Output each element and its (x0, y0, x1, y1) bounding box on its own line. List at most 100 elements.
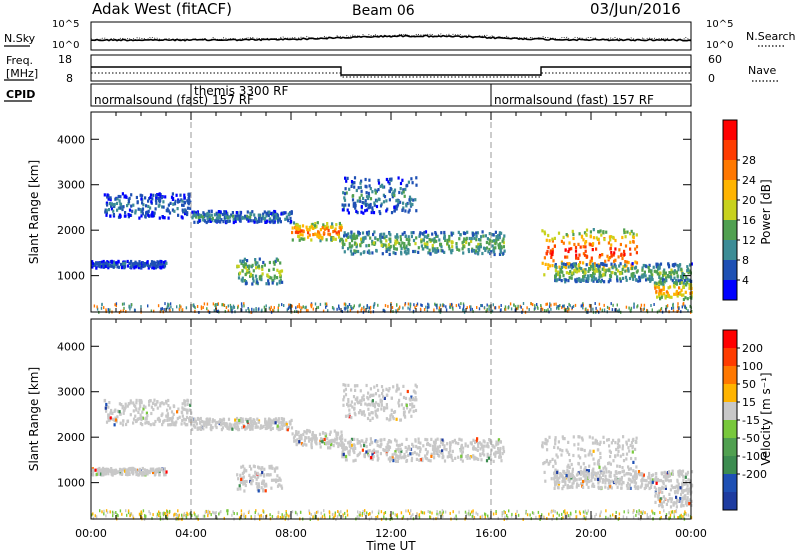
colorbar-tick-6: -100 (742, 450, 767, 463)
time-axis-label: Time UT (365, 539, 416, 553)
power-band-9 (341, 176, 418, 216)
ytick-label-2: 3000 (57, 386, 85, 399)
velocity-band-9 (342, 383, 418, 422)
power-band-3 (341, 230, 506, 257)
power-colorbar-label: Power [dB] (759, 179, 773, 244)
colorbar-tick-7: -200 (742, 468, 767, 481)
noise-left-tick-bottom: 10^0 (52, 40, 79, 51)
nsky-trace (91, 34, 692, 42)
velocity-band-5 (236, 464, 284, 493)
power-band-1 (191, 209, 293, 225)
power-band-0 (103, 192, 192, 220)
colorbar-swatch-7 (723, 366, 737, 384)
power-ylabel: Slant Range [km] (27, 160, 41, 264)
colorbar-tick-1: 8 (742, 254, 749, 267)
nsky-label: N.Sky (4, 32, 36, 45)
colorbar-tick-2: 50 (742, 378, 756, 391)
noise-traces (90, 33, 692, 42)
colorbar-tick-3: 15 (742, 396, 756, 409)
cpid-panel-frame (90, 83, 692, 107)
noise-right-tick-bottom: 10^0 (706, 40, 733, 51)
xtick-label-1: 04:00 (175, 527, 207, 540)
velocity-band-3 (341, 437, 506, 463)
freq-panel-frame (90, 54, 692, 82)
beam-title: Beam 06 (352, 3, 415, 19)
nsearch-label: N.Search (746, 30, 796, 43)
power-band-7 (554, 262, 693, 284)
velocity-band-2 (291, 428, 343, 450)
freq-left-tick-bottom: 8 (66, 72, 73, 85)
colorbar-tick-5: 24 (742, 174, 756, 187)
xtick-label-5: 20:00 (575, 527, 607, 540)
ytick-label-3: 4000 (57, 133, 85, 146)
colorbar-swatch-5 (723, 402, 737, 420)
velocity-band-8 (654, 487, 693, 509)
cpid-label: CPID (6, 88, 35, 101)
colorbar-tick-2: 12 (742, 234, 756, 247)
colorbar-swatch-3 (723, 220, 737, 240)
colorbar-swatch-4 (723, 420, 737, 438)
freq-label-1: Freq. (6, 54, 33, 67)
velocity-band-1 (191, 416, 294, 432)
ytick-label-1: 2000 (57, 431, 85, 444)
colorbar-tick-4: 20 (742, 194, 756, 207)
noise-panel-frame (90, 21, 692, 51)
freq-left-tick-top: 18 (58, 53, 72, 66)
colorbar-swatch-7 (723, 140, 737, 160)
velocity-colorbar: 200 100 50 15 -15 -50 -100 -200 (722, 329, 767, 511)
station-title: Adak West (fitACF) (92, 0, 232, 18)
power-band-4 (91, 259, 168, 270)
nave-label: Nave (748, 64, 776, 77)
colorbar-swatch-6 (723, 384, 737, 402)
velocity-band-4 (91, 466, 168, 477)
date-title: 03/Jun/2016 (590, 0, 681, 18)
xtick-label-3: 12:00 (375, 527, 407, 540)
colorbar-swatch-2 (723, 240, 737, 260)
nave-trace (91, 72, 691, 78)
colorbar-swatch-5 (723, 180, 737, 200)
nave-right-tick-bottom: 0 (708, 72, 715, 85)
velocity-axes: 1000 2000 3000 4000 00:00 04:00 08:00 12:00 16:0… (57, 319, 707, 540)
colorbar-swatch-1 (723, 260, 737, 280)
power-band-5 (236, 257, 284, 286)
ytick-label-0: 1000 (57, 270, 85, 283)
colorbar-swatch-4 (723, 200, 737, 220)
colorbar-swatch-8 (723, 120, 737, 140)
velocity-colorbar-label: Velocity [m s⁻¹] (759, 372, 773, 465)
freq-label-2: [MHz] (6, 67, 38, 80)
ytick-label-0: 1000 (57, 477, 85, 490)
noise-left-tick-top: 10^5 (52, 19, 79, 30)
ytick-label-3: 4000 (57, 340, 85, 353)
colorbar-swatch-1 (723, 474, 737, 492)
ytick-label-1: 2000 (57, 224, 85, 237)
cpid-segment-0: normalsound (fast) 157 RF (94, 93, 254, 107)
colorbar-tick-6: 28 (742, 154, 756, 167)
colorbar-swatch-0 (723, 492, 737, 510)
xtick-label-0: 00:00 (75, 527, 107, 540)
cpid-segment-2: normalsound (fast) 157 RF (494, 93, 654, 107)
colorbar-swatch-9 (723, 330, 737, 348)
velocity-band-7 (553, 469, 694, 491)
noise-right-tick-top: 10^5 (706, 19, 733, 30)
colorbar-swatch-2 (723, 456, 737, 474)
colorbar-tick-5: -50 (742, 432, 760, 445)
colorbar-tick-3: 16 (742, 214, 756, 227)
power-band-2 (291, 221, 344, 243)
ytick-label-2: 3000 (57, 179, 85, 192)
power-data (91, 112, 693, 314)
freq-trace (91, 66, 691, 76)
xtick-label-4: 16:00 (475, 527, 507, 540)
velocity-data (91, 319, 694, 521)
colorbar-swatch-6 (723, 160, 737, 180)
colorbar-tick-0: 200 (742, 342, 763, 355)
freq-traces (91, 66, 691, 78)
power-axes: 1000 2000 3000 4000 (57, 112, 692, 312)
colorbar-tick-0: 4 (742, 274, 749, 287)
nsearch-trace (90, 33, 692, 42)
xtick-label-6: 00:00 (675, 527, 707, 540)
cpid-segment-1: themis 3300 RF (194, 84, 288, 98)
power-ground-scatter (93, 302, 693, 314)
colorbar-swatch-8 (723, 348, 737, 366)
power-colorbar: 4 8 12 16 20 24 28 (722, 119, 756, 301)
